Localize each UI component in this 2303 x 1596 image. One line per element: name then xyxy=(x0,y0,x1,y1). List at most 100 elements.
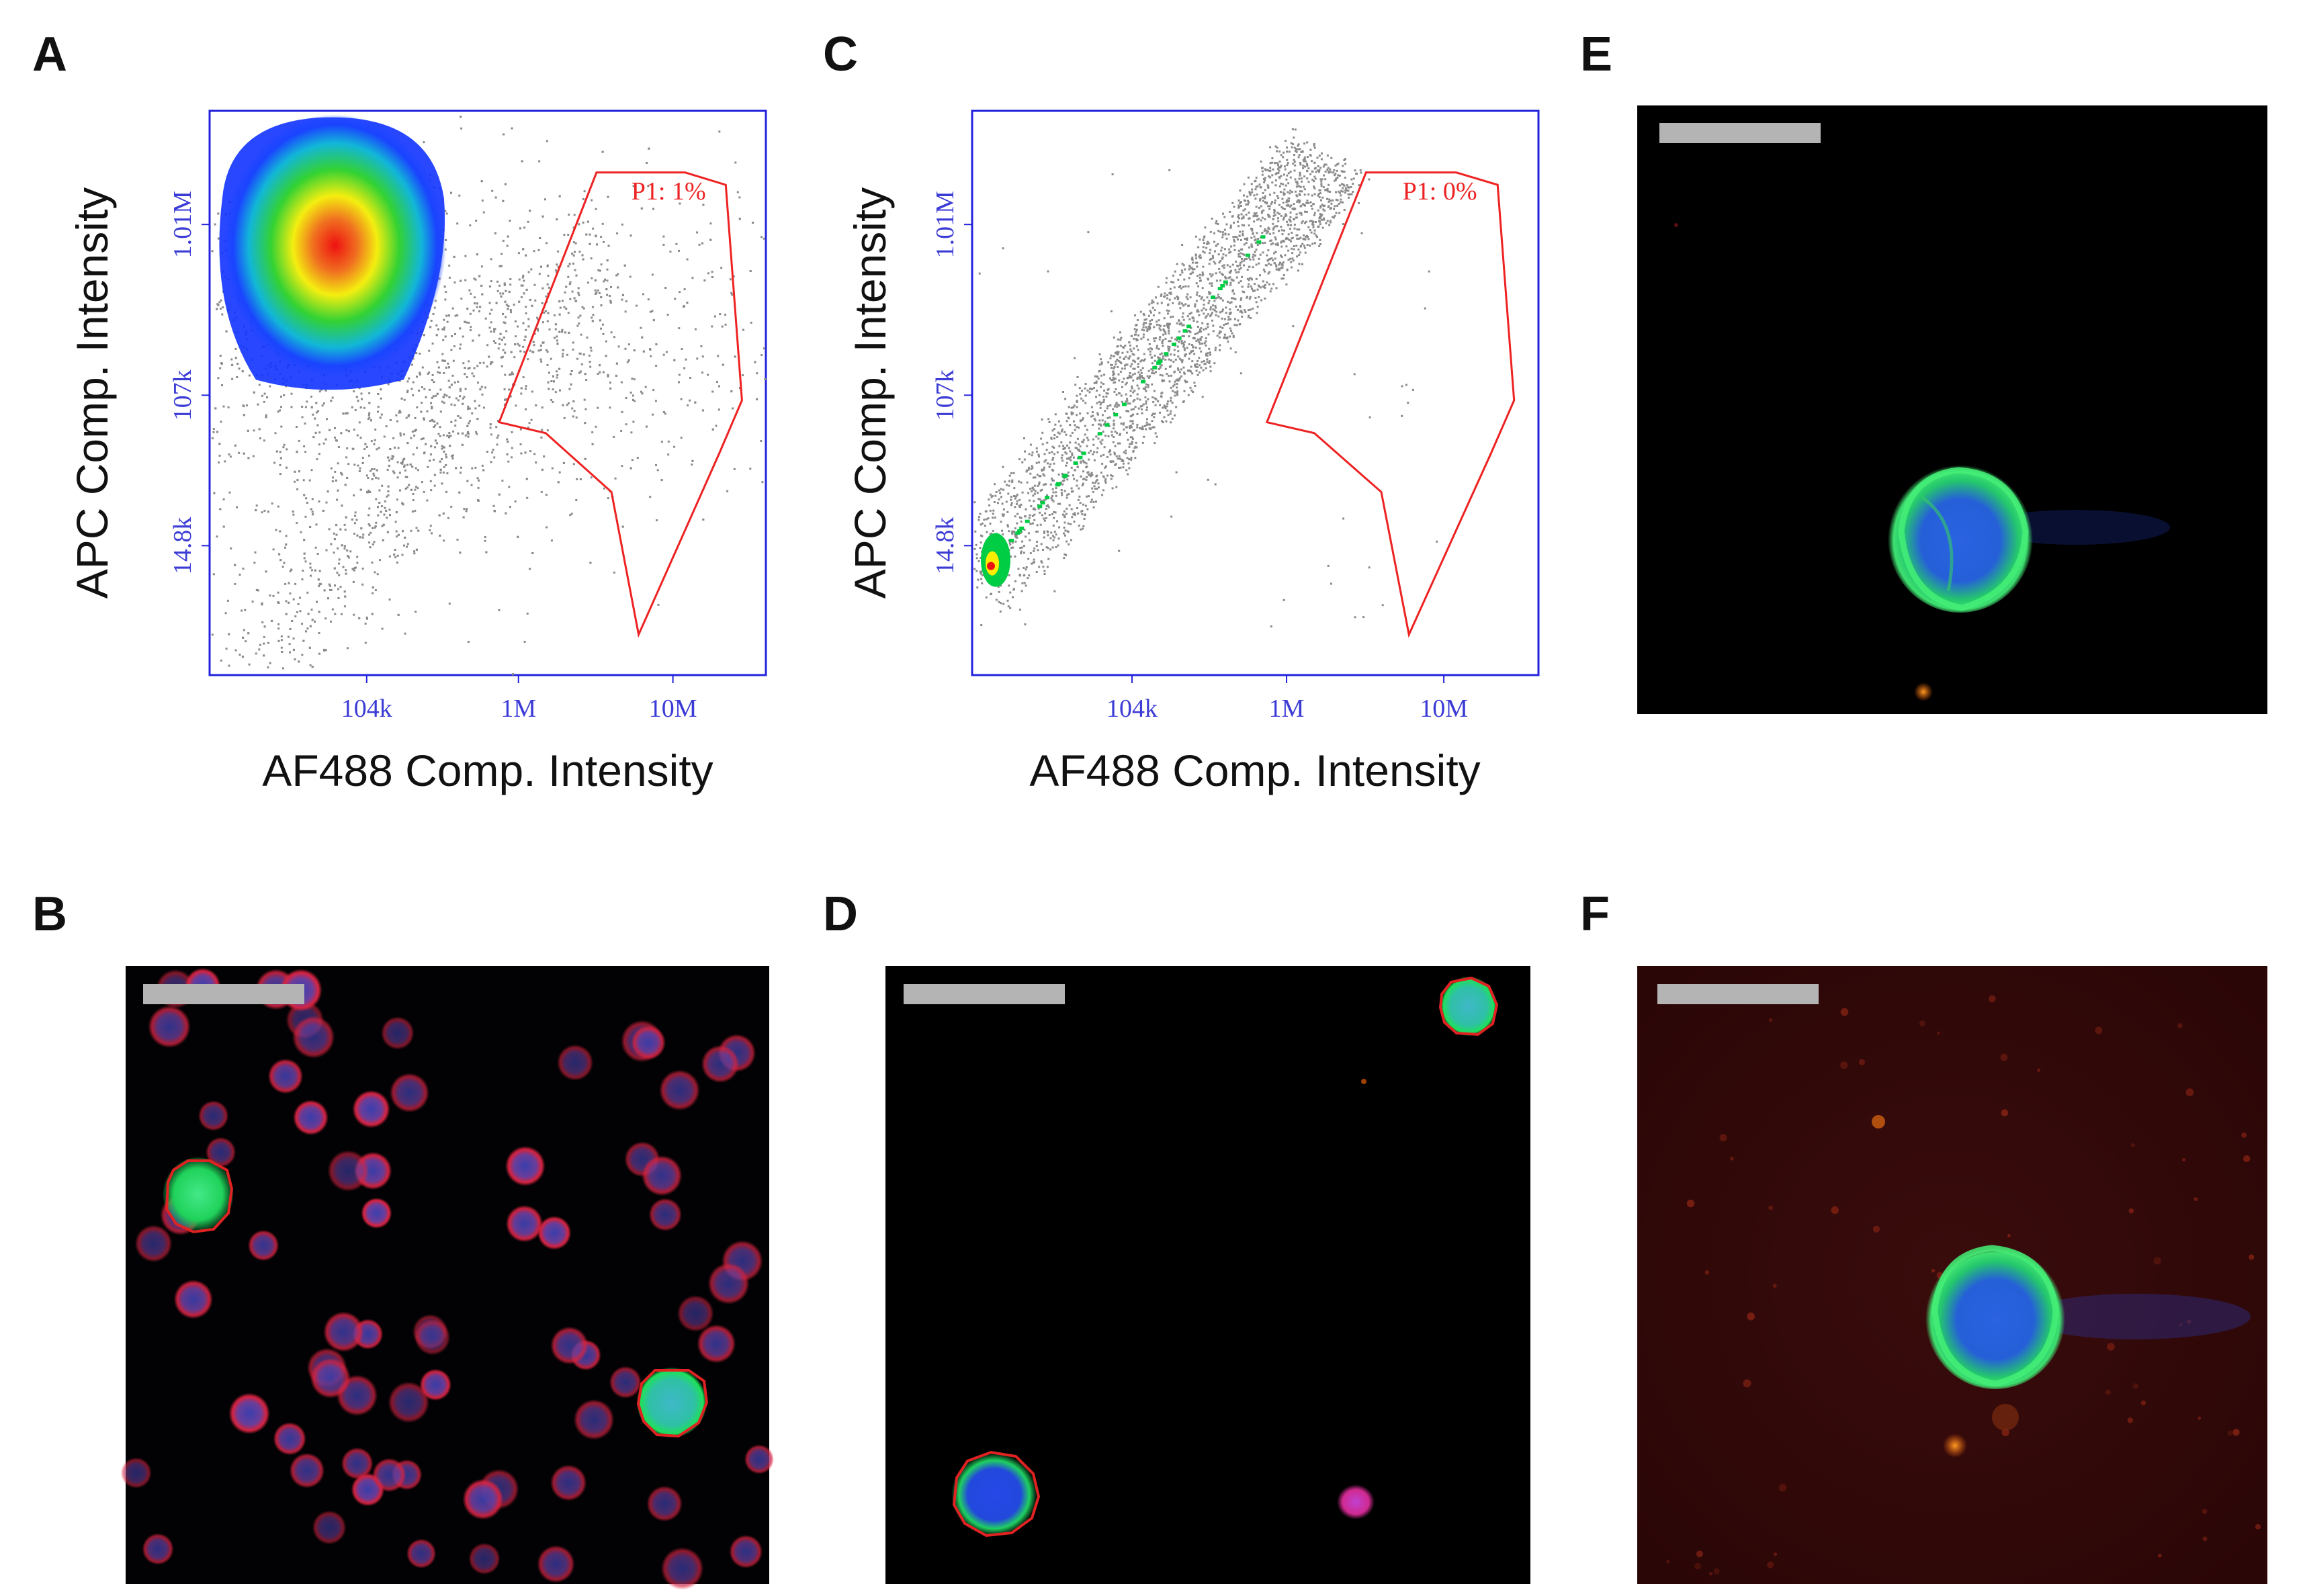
event-dot xyxy=(431,373,434,376)
event-dot xyxy=(1117,457,1119,460)
event-dot xyxy=(441,353,444,355)
event-dot xyxy=(334,427,336,429)
event-dot xyxy=(525,408,527,410)
event-dot xyxy=(1158,319,1160,322)
event-dot xyxy=(448,396,451,398)
event-dot xyxy=(1239,202,1242,205)
event-dot xyxy=(662,411,665,413)
event-dot xyxy=(352,580,355,583)
event-dot xyxy=(423,451,426,454)
event-dot xyxy=(314,546,317,549)
event-dot xyxy=(1174,414,1176,416)
event-dot xyxy=(1200,298,1203,300)
event-dot xyxy=(408,377,410,380)
event-dot xyxy=(701,242,703,245)
event-dot xyxy=(1126,363,1129,366)
event-dot xyxy=(1293,227,1296,230)
event-dot xyxy=(480,265,483,268)
event-dot xyxy=(227,406,230,408)
event-dot xyxy=(351,447,354,450)
event-dot xyxy=(574,251,576,253)
event-dot xyxy=(1219,344,1221,347)
event-dot xyxy=(427,372,429,375)
event-dot xyxy=(1151,420,1154,423)
event-dot xyxy=(1076,414,1078,416)
event-dot xyxy=(621,410,623,413)
event-dot xyxy=(545,494,548,496)
event-dot xyxy=(1293,136,1295,139)
event-dot xyxy=(1056,435,1059,438)
event-dot xyxy=(1237,220,1239,223)
event-dot xyxy=(396,535,398,538)
event-dot xyxy=(460,466,462,469)
event-dot xyxy=(1123,367,1126,370)
event-dot xyxy=(1080,461,1082,464)
event-dot xyxy=(234,444,236,447)
event-dot xyxy=(738,196,741,199)
event-dot xyxy=(1133,337,1135,340)
event-dot xyxy=(1235,236,1238,238)
event-dot xyxy=(1086,476,1088,478)
event-dot xyxy=(281,651,284,653)
event-dot xyxy=(1335,198,1338,201)
event-dot xyxy=(1221,233,1224,236)
event-dot xyxy=(1280,277,1283,280)
event-dot xyxy=(1213,362,1216,365)
event-dot xyxy=(420,438,423,441)
event-dot xyxy=(484,539,486,542)
event-dot xyxy=(1274,199,1276,202)
event-dot xyxy=(471,412,474,414)
event-dot xyxy=(987,517,990,520)
event-dot xyxy=(1006,511,1009,513)
event-dot xyxy=(508,388,511,391)
event-dot xyxy=(599,371,601,373)
event-dot xyxy=(1010,472,1012,474)
event-dot xyxy=(1219,271,1221,273)
event-dot xyxy=(1202,250,1205,253)
event-dot xyxy=(1248,191,1251,193)
event-dot xyxy=(1180,322,1183,324)
event-dot xyxy=(318,500,320,503)
event-dot xyxy=(1264,270,1266,273)
event-dot xyxy=(520,296,523,298)
event-dot xyxy=(394,446,396,449)
event-dot xyxy=(306,400,308,403)
event-dot xyxy=(1029,472,1032,475)
event-dot xyxy=(1133,359,1135,362)
event-dot xyxy=(601,323,604,326)
event-dot xyxy=(314,417,316,420)
event-dot xyxy=(241,656,244,658)
event-dot xyxy=(1127,376,1129,379)
event-dot xyxy=(1241,217,1244,220)
event-dot xyxy=(1266,281,1268,283)
event-dot xyxy=(999,584,1002,587)
event-dot xyxy=(1339,201,1342,204)
event-dot xyxy=(1201,287,1204,290)
event-dot xyxy=(439,426,441,429)
event-dot xyxy=(1032,494,1035,497)
event-dot xyxy=(1267,175,1270,178)
event-dot xyxy=(298,470,300,473)
event-dot xyxy=(1030,468,1033,470)
event-dot xyxy=(359,467,361,470)
event-dot xyxy=(430,445,433,447)
event-dot xyxy=(718,385,720,388)
event-dot xyxy=(1048,466,1051,468)
event-dot xyxy=(1231,202,1234,204)
event-dot xyxy=(1287,172,1290,175)
event-dot xyxy=(374,527,376,529)
event-dot xyxy=(1086,412,1089,414)
event-dot xyxy=(353,569,355,572)
event-dot xyxy=(591,316,593,319)
event-dot xyxy=(501,339,503,341)
event-dot xyxy=(289,651,291,654)
event-dot xyxy=(1278,150,1281,153)
event-dot xyxy=(1136,397,1139,400)
event-dot xyxy=(1286,268,1289,271)
event-dot xyxy=(989,493,992,496)
event-dot xyxy=(370,440,373,443)
event-dot xyxy=(1227,341,1229,343)
event-dot xyxy=(441,482,443,485)
event-dot xyxy=(752,222,754,224)
